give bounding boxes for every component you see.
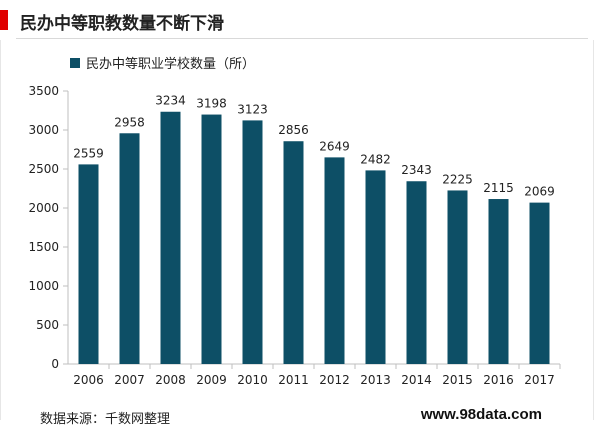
- bar: [447, 190, 468, 364]
- y-tick-label: 3000: [28, 123, 59, 137]
- x-tick-label: 2011: [278, 373, 309, 387]
- bar: [78, 164, 99, 364]
- bar-value-label: 2958: [114, 115, 145, 129]
- bar: [201, 114, 222, 364]
- x-tick-label: 2014: [401, 373, 432, 387]
- bar: [529, 202, 550, 364]
- site-watermark: www.98data.com: [420, 406, 542, 423]
- bar: [160, 111, 181, 364]
- y-tick-label: 2500: [28, 162, 59, 176]
- bar: [324, 157, 345, 364]
- bar-value-label: 2069: [524, 185, 555, 199]
- legend-swatch: [70, 57, 80, 68]
- x-tick-label: 2007: [114, 373, 145, 387]
- bar-value-label: 2559: [73, 146, 104, 160]
- page-title: 民办中等职教数量不断下滑: [20, 14, 224, 34]
- y-tick-label: 2000: [28, 201, 59, 215]
- bar: [283, 141, 304, 364]
- bar: [119, 133, 140, 364]
- title-divider: [16, 38, 588, 39]
- x-tick-label: 2017: [524, 373, 555, 387]
- y-tick-label: 1500: [28, 240, 59, 254]
- x-tick-label: 2013: [360, 373, 391, 387]
- bar-value-label: 2482: [360, 152, 391, 166]
- x-tick-label: 2006: [73, 373, 104, 387]
- bar: [488, 199, 509, 364]
- x-tick-label: 2009: [196, 373, 227, 387]
- x-tick-label: 2008: [155, 373, 186, 387]
- bar-value-label: 2856: [278, 123, 309, 137]
- bar-value-label: 2225: [442, 172, 473, 186]
- data-source-note: 数据来源：千数网整理: [40, 412, 171, 427]
- legend-label: 民办中等职业学校数量（所）: [86, 57, 256, 72]
- y-tick-label: 1000: [28, 279, 59, 293]
- y-tick-label: 0: [51, 357, 59, 371]
- title-accent-bar: [0, 10, 8, 30]
- bar: [365, 170, 386, 364]
- bar-value-label: 2115: [483, 181, 514, 195]
- x-tick-label: 2016: [483, 373, 514, 387]
- bar-value-label: 3123: [237, 102, 268, 116]
- bar-value-label: 3234: [155, 94, 186, 108]
- y-tick-label: 500: [36, 318, 59, 332]
- frame-left-border: [0, 40, 1, 420]
- x-tick-label: 2010: [237, 373, 268, 387]
- bar-value-label: 2343: [401, 163, 432, 177]
- x-tick-label: 2012: [319, 373, 350, 387]
- x-tick-label: 2015: [442, 373, 473, 387]
- bar-value-label: 2649: [319, 139, 350, 153]
- frame-right-border: [593, 40, 594, 420]
- y-tick-label: 3500: [28, 84, 59, 98]
- bar-value-label: 3198: [196, 97, 227, 111]
- bar: [242, 120, 263, 364]
- chart-legend: 民办中等职业学校数量（所）: [70, 53, 255, 72]
- bar: [406, 181, 427, 364]
- title-bar: 民办中等职教数量不断下滑: [0, 0, 600, 34]
